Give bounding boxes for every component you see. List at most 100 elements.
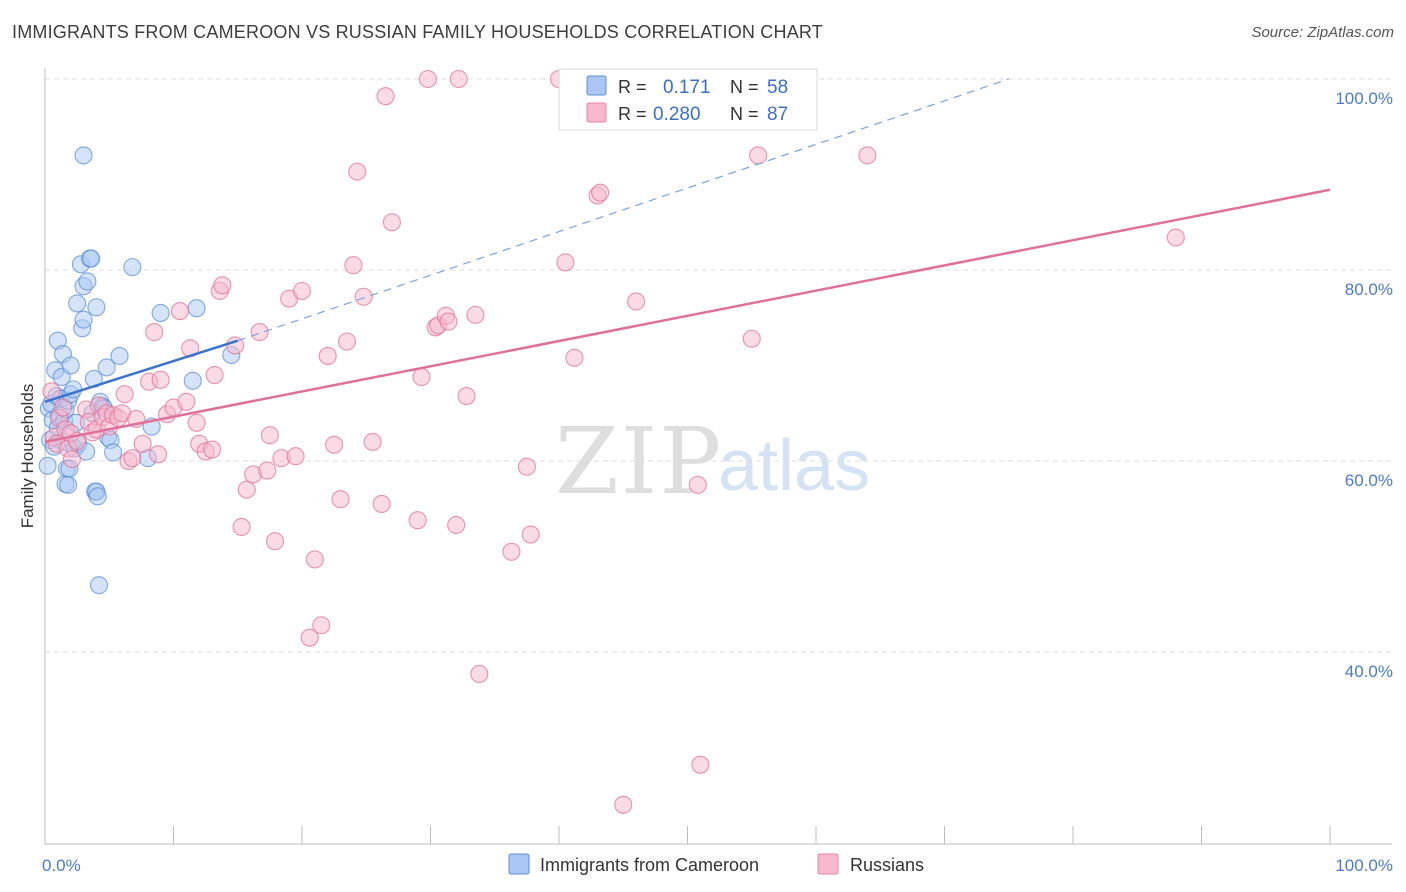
point-1-69 — [412, 367, 431, 387]
point-1-67 — [382, 213, 402, 232]
point-1-46 — [250, 323, 269, 342]
point-1-85 — [565, 348, 584, 367]
legend-r-value-russians: 0.280 — [653, 104, 701, 125]
point-0-42 — [87, 298, 106, 317]
point-1-32 — [170, 302, 189, 321]
point-1-78 — [466, 305, 485, 324]
point-1-52 — [286, 447, 305, 466]
point-0-33 — [74, 310, 93, 329]
axes — [44, 68, 1392, 845]
point-1-57 — [318, 346, 337, 366]
point-0-20 — [59, 475, 78, 494]
point-1-49 — [265, 532, 285, 551]
point-1-41 — [213, 276, 232, 295]
legend-n-value-russians: 87 — [767, 104, 788, 125]
y-axis-title: Family Households — [18, 384, 37, 529]
point-1-63 — [354, 287, 373, 306]
trend-line-russians — [44, 188, 1331, 444]
legend-r-label-russians: R = — [618, 104, 647, 124]
point-1-84 — [556, 253, 575, 272]
point-1-28 — [149, 445, 168, 464]
point-1-27 — [145, 323, 164, 342]
point-0-43 — [88, 487, 107, 506]
point-1-75 — [447, 515, 466, 535]
point-0-56 — [151, 303, 170, 323]
gridlines — [45, 78, 1392, 653]
point-0-0 — [38, 456, 57, 475]
y-tick-label-3: 100.0% — [1335, 89, 1393, 108]
point-1-35 — [187, 413, 206, 432]
point-1-77 — [457, 387, 476, 406]
point-1-58 — [325, 435, 344, 454]
point-1-59 — [331, 490, 350, 509]
legend-r-value-cameroon: 0.171 — [663, 77, 711, 98]
point-0-23 — [61, 356, 80, 375]
x-tick-label-1: 100.0% — [1335, 856, 1393, 875]
point-0-37 — [82, 249, 101, 268]
point-1-97 — [858, 146, 877, 165]
point-1-56 — [312, 616, 331, 635]
y-tick-label-0: 40.0% — [1345, 662, 1393, 681]
point-1-38 — [203, 440, 222, 459]
trend-line-cameroon — [44, 339, 239, 403]
trend-line-cameroon-extended — [237, 78, 1009, 342]
point-0-53 — [123, 258, 142, 277]
point-1-70 — [418, 69, 437, 89]
watermark-atlas: atlas — [718, 426, 870, 506]
point-1-4 — [53, 398, 73, 417]
point-1-29 — [151, 370, 170, 389]
stats-legend: R = 0.171 N = 58 R = 0.280 N = 87 — [558, 68, 818, 131]
bottom-legend-swatch-russians — [817, 853, 839, 875]
point-1-64 — [363, 432, 382, 451]
point-1-88 — [614, 795, 633, 814]
point-1-82 — [521, 525, 540, 544]
bottom-legend-label-cameroon: Immigrants from Cameroon — [540, 855, 759, 875]
point-0-44 — [89, 576, 109, 595]
point-1-23 — [123, 449, 142, 468]
point-0-27 — [68, 294, 87, 313]
point-1-66 — [376, 87, 395, 106]
point-1-21 — [115, 385, 134, 404]
point-1-76 — [449, 69, 468, 89]
y-tick-label-2: 80.0% — [1345, 280, 1393, 299]
point-0-58 — [187, 299, 206, 318]
point-1-54 — [300, 628, 319, 647]
trend-lines — [44, 78, 1331, 444]
point-1-91 — [691, 755, 710, 774]
point-1-74 — [439, 312, 458, 331]
point-1-65 — [372, 494, 391, 514]
point-1-68 — [408, 511, 427, 530]
watermark: ZIP atlas — [555, 408, 870, 515]
point-1-60 — [337, 332, 357, 351]
x-tick-labels: 0.0% 100.0% — [42, 856, 1393, 875]
point-1-61 — [344, 256, 363, 275]
point-0-52 — [110, 346, 129, 366]
legend-swatch-cameroon — [586, 75, 607, 96]
y-tick-label-1: 60.0% — [1345, 471, 1393, 490]
point-1-98 — [1166, 228, 1185, 247]
point-0-48 — [97, 358, 116, 377]
chart-title: IMMIGRANTS FROM CAMEROON VS RUSSIAN FAMI… — [12, 22, 823, 42]
point-0-57 — [183, 371, 202, 390]
bottom-legend-label-russians: Russians — [850, 855, 924, 875]
point-1-53 — [292, 281, 312, 301]
point-1-48 — [260, 426, 279, 445]
point-1-33 — [177, 392, 196, 411]
point-1-81 — [517, 457, 536, 476]
point-1-90 — [688, 475, 707, 494]
point-1-47 — [258, 461, 277, 480]
y-tick-labels: 40.0% 60.0% 80.0% 100.0% — [1335, 89, 1393, 681]
legend-r-label-cameroon: R = — [618, 77, 647, 97]
legend-n-value-cameroon: 58 — [767, 77, 788, 98]
legend-swatch-russians — [586, 102, 607, 123]
point-1-8 — [62, 450, 82, 469]
point-1-89 — [627, 292, 646, 311]
point-1-55 — [305, 550, 324, 569]
x-tick-label-0: 0.0% — [42, 856, 81, 875]
point-1-95 — [742, 329, 761, 348]
point-0-35 — [78, 272, 97, 291]
point-1-87 — [591, 183, 610, 202]
series-legend: Immigrants from Cameroon Russians — [508, 853, 924, 875]
bottom-legend-swatch-cameroon — [508, 853, 530, 875]
legend-n-label-cameroon: N = — [730, 77, 759, 97]
